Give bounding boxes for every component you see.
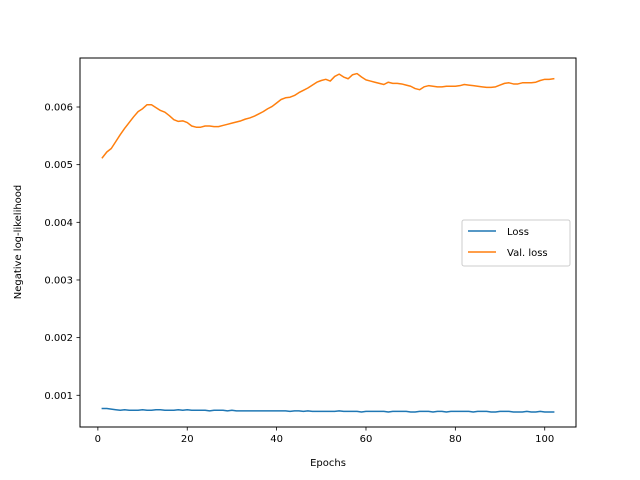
x-tick-label: 20 [181, 434, 194, 445]
y-axis-label: Negative log-likelihood [13, 185, 24, 300]
y-tick-label: 0.002 [44, 333, 73, 344]
y-tick-label: 0.004 [44, 218, 73, 229]
plot-frame [79, 57, 577, 428]
series-line-val-loss [101, 72, 555, 159]
legend: Loss Val. loss [461, 219, 571, 267]
y-tick-label: 0.005 [44, 160, 73, 171]
x-tick-label: 100 [535, 434, 554, 445]
legend-label-val-loss: Val. loss [507, 248, 548, 259]
series-layer [101, 72, 555, 413]
y-tick-label: 0.006 [44, 103, 73, 114]
axes-layer: 0 20 40 60 80 100 0.001 0.002 0.003 0.004 0.005 0.0… [44, 57, 577, 445]
series-line-loss [101, 407, 555, 413]
y-tick-label: 0.003 [44, 275, 73, 286]
y-tick-label: 0.001 [44, 391, 73, 402]
x-tick-label: 0 [95, 434, 101, 445]
legend-label-loss: Loss [507, 227, 529, 238]
x-tick-label: 60 [360, 434, 373, 445]
x-tick-label: 80 [449, 434, 462, 445]
x-tick-label: 40 [270, 434, 283, 445]
x-axis-label: Epochs [310, 458, 346, 469]
